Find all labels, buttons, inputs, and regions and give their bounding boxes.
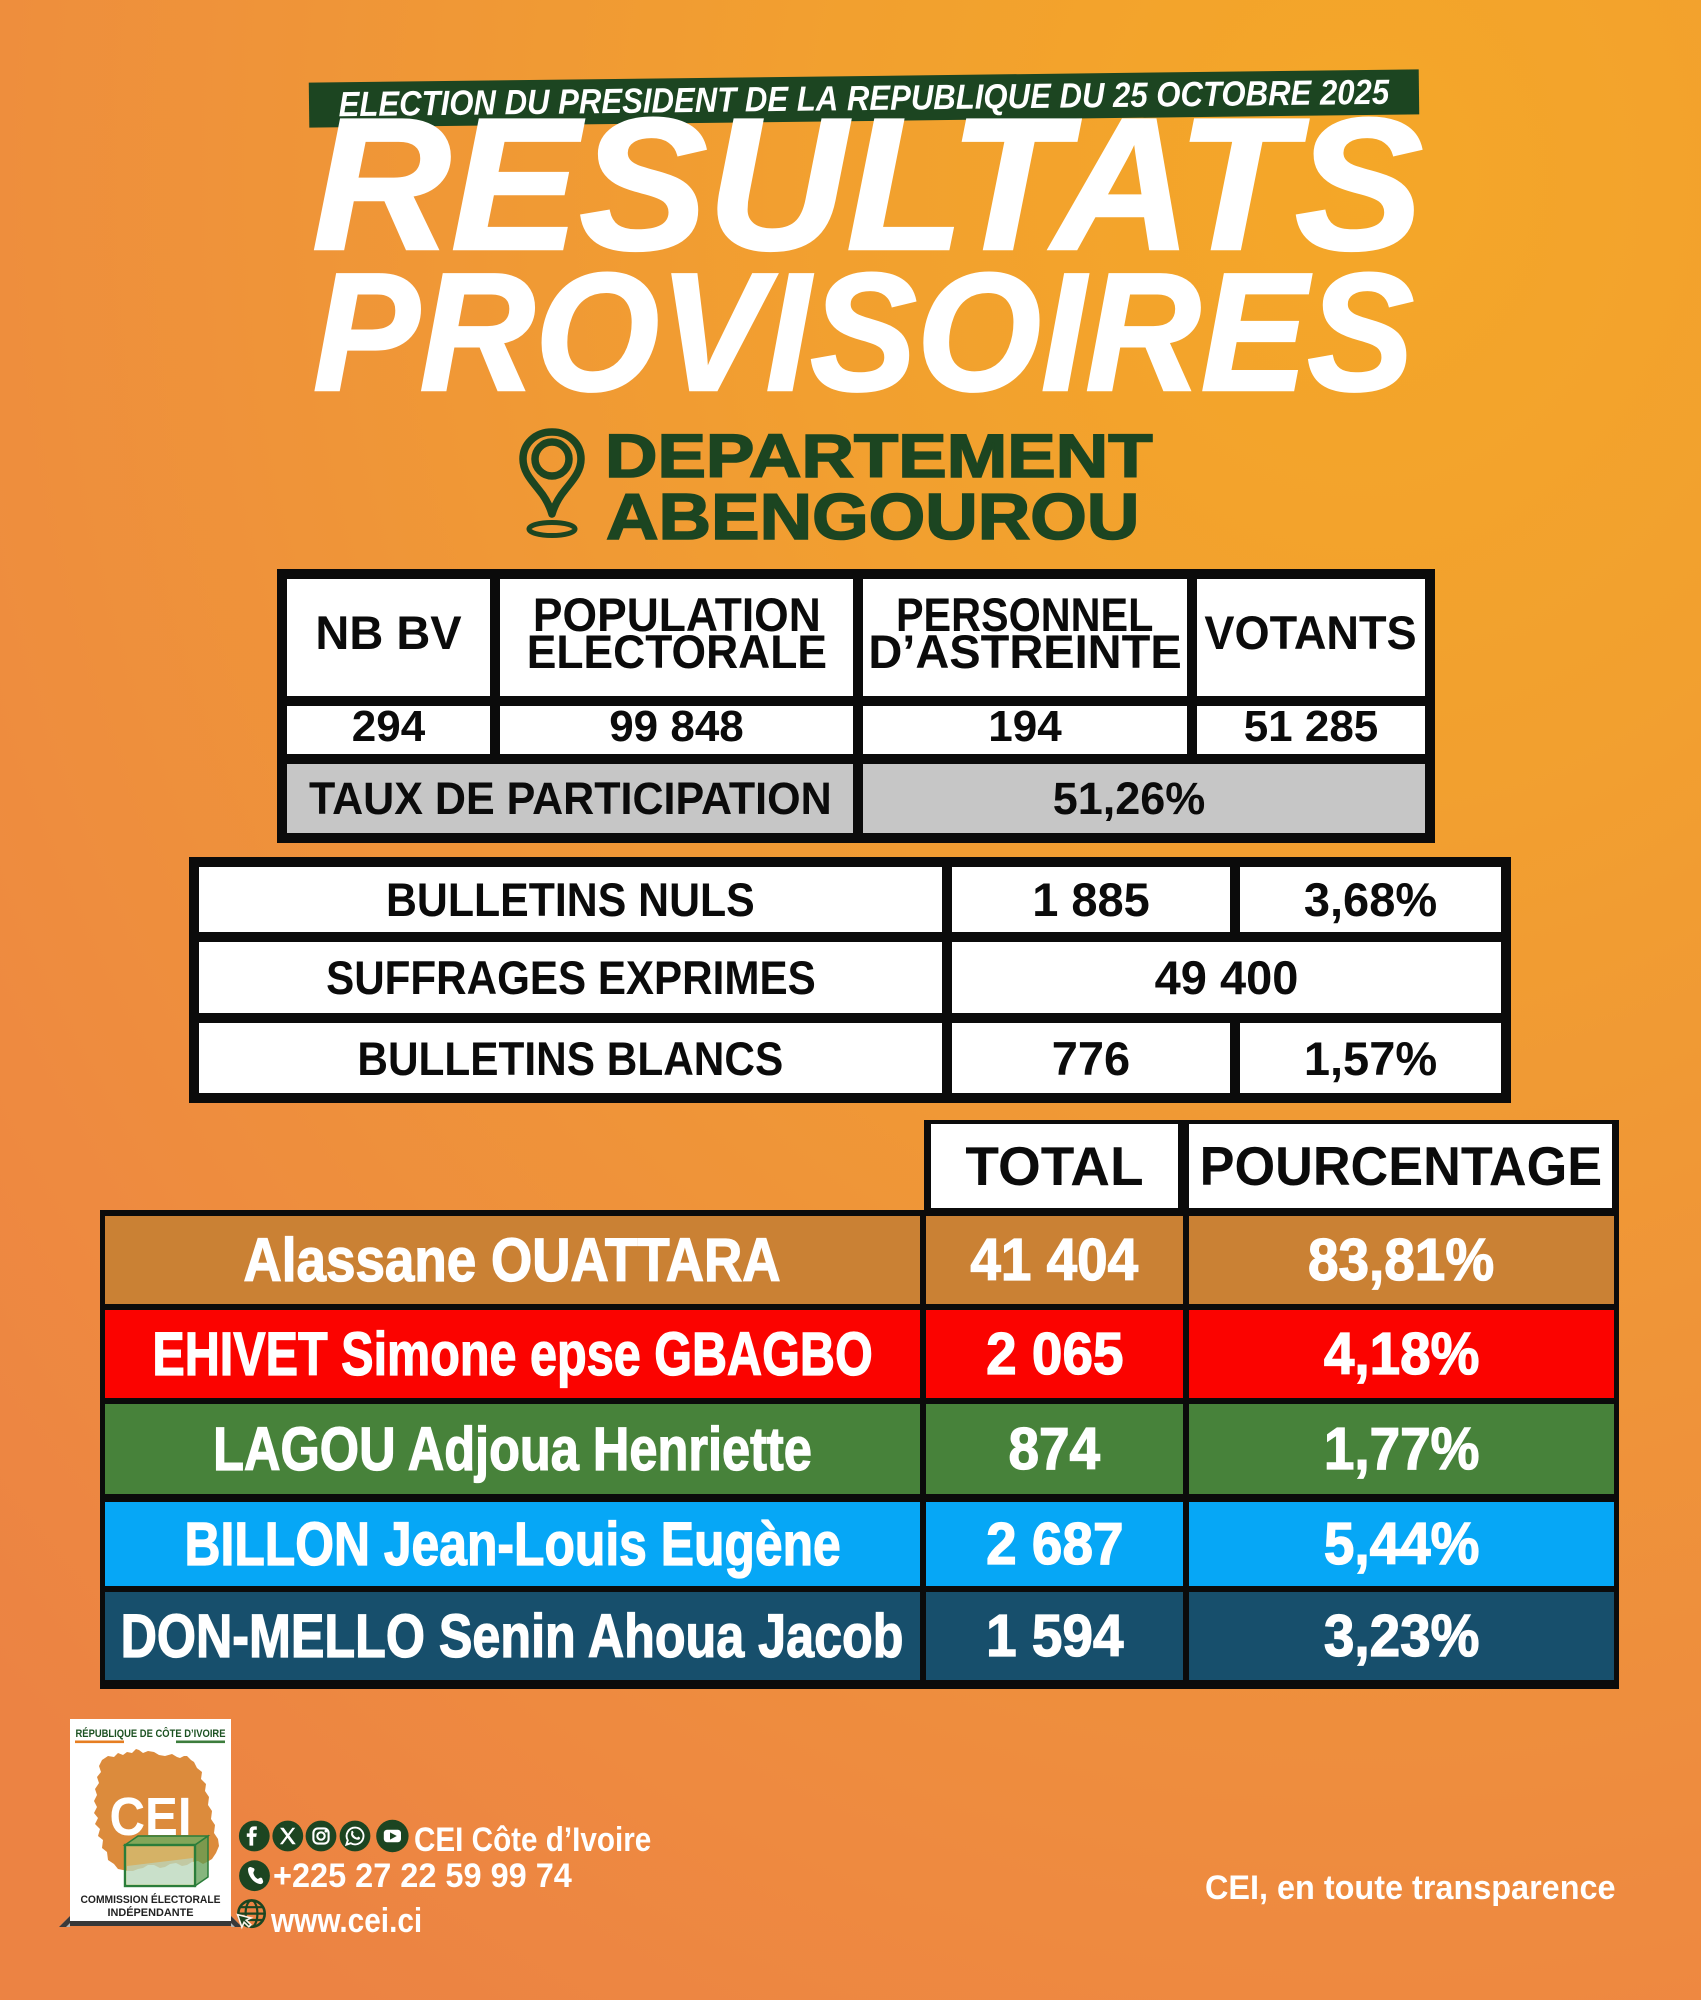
svg-text:COMMISSION ÉLECTORALE: COMMISSION ÉLECTORALE [81,1893,221,1906]
svg-text:INDÉPENDANTE: INDÉPENDANTE [108,1906,194,1919]
svg-text:RÉPUBLIQUE DE CÔTE D’IVOIRE: RÉPUBLIQUE DE CÔTE D’IVOIRE [76,1727,226,1740]
